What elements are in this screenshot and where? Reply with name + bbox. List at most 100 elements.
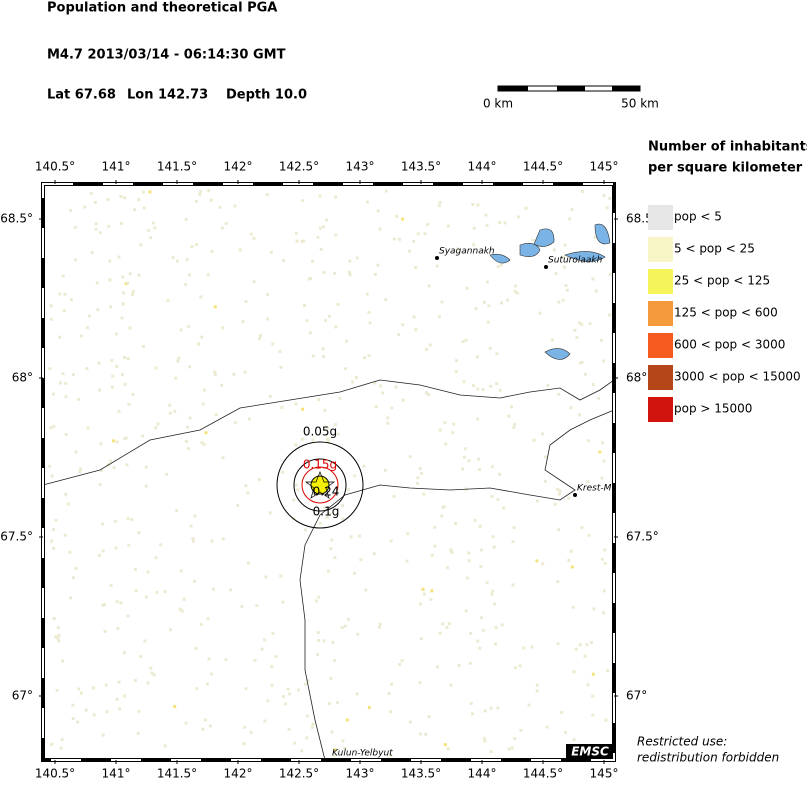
population-cell (71, 717, 75, 721)
population-cell (112, 466, 116, 470)
population-cell (122, 291, 126, 295)
population-cell (165, 472, 169, 476)
legend-label: pop > 15000 (674, 402, 752, 416)
population-cell (188, 273, 192, 277)
population-cell (205, 682, 209, 686)
population-cell (317, 398, 321, 402)
population-cell (390, 682, 394, 686)
population-cell (341, 517, 345, 521)
population-cell (347, 270, 351, 274)
population-cell (489, 750, 493, 754)
population-cell (249, 232, 253, 236)
population-cell (467, 459, 471, 463)
population-cell (64, 395, 68, 399)
population-cell (210, 539, 214, 543)
population-cell (392, 494, 396, 498)
population-cell (137, 273, 141, 277)
population-cell (362, 464, 366, 468)
population-cell (202, 388, 206, 392)
population-cell (196, 342, 200, 346)
population-cell (139, 654, 143, 658)
population-cell (122, 651, 126, 655)
population-cell (68, 550, 72, 554)
population-cell (341, 739, 345, 743)
population-cell (168, 411, 172, 415)
population-cell (498, 388, 502, 392)
population-cell (187, 325, 191, 329)
population-cell (137, 198, 141, 202)
population-cell (602, 359, 606, 363)
population-cell (111, 374, 115, 378)
population-cell (94, 227, 98, 231)
population-cell (328, 512, 332, 516)
population-cell (92, 686, 96, 690)
population-cell (467, 551, 471, 555)
population-cell (365, 292, 369, 296)
population-cell (185, 258, 189, 262)
population-cell (213, 372, 217, 376)
population-cell (195, 243, 199, 247)
population-cell (154, 556, 158, 560)
population-cell (93, 200, 97, 204)
population-cell (416, 232, 420, 236)
event: M4.7 2013/03/14 - 06:14:30 GMT (47, 48, 286, 63)
population-cell (83, 205, 87, 209)
population-cell (359, 558, 363, 562)
population-cell (90, 251, 94, 255)
population-cell (322, 355, 326, 359)
population-cell (318, 521, 322, 525)
population-cell (512, 526, 516, 530)
population-cell (190, 245, 194, 249)
population-cell (440, 300, 444, 304)
population-cell (336, 432, 340, 436)
population-cell (124, 436, 128, 440)
population-cell (52, 617, 56, 621)
lat-label: 67° (626, 689, 647, 703)
logo: EMSC (571, 745, 609, 759)
population-cell (92, 713, 96, 717)
population-cell (322, 639, 326, 643)
population-cell (602, 459, 606, 463)
population-cell (598, 450, 602, 454)
population-cell (213, 370, 217, 374)
population-cell (192, 579, 196, 583)
population-cell (490, 465, 494, 469)
population-cell (429, 597, 433, 601)
population-cell (589, 641, 593, 645)
population-cell (124, 282, 128, 286)
population-cell (206, 617, 210, 621)
population-cell (484, 213, 488, 217)
population-cell (218, 205, 222, 209)
population-cell (341, 503, 345, 507)
population-cell (191, 537, 195, 541)
population-cell (516, 215, 520, 219)
population-cell (115, 364, 119, 368)
scale-start: 0 km (483, 97, 513, 111)
population-cell (108, 259, 112, 263)
pga-ring (293, 458, 347, 512)
population-cell (121, 275, 125, 279)
population-cell (331, 640, 335, 644)
population-cell (502, 506, 506, 510)
population-cell (303, 682, 307, 686)
population-cell (54, 635, 58, 639)
population-cell (500, 623, 504, 627)
population-cell (592, 607, 596, 611)
population-cell (312, 492, 316, 496)
population-cell (602, 611, 606, 615)
population-cell (309, 276, 313, 280)
population-cell (489, 706, 493, 710)
population-cell (52, 546, 56, 550)
population-cell (102, 603, 106, 607)
population-cell (125, 463, 129, 467)
depth: Depth 10.0 (226, 88, 307, 103)
lon-label: 144° (468, 160, 497, 174)
population-cell (51, 528, 55, 532)
population-cell (376, 209, 380, 213)
population-cell (247, 561, 251, 565)
population-cell (71, 703, 75, 707)
population-cell (367, 310, 371, 314)
population-cell (368, 321, 372, 325)
population-cell (462, 380, 466, 384)
population-cell (209, 672, 213, 676)
